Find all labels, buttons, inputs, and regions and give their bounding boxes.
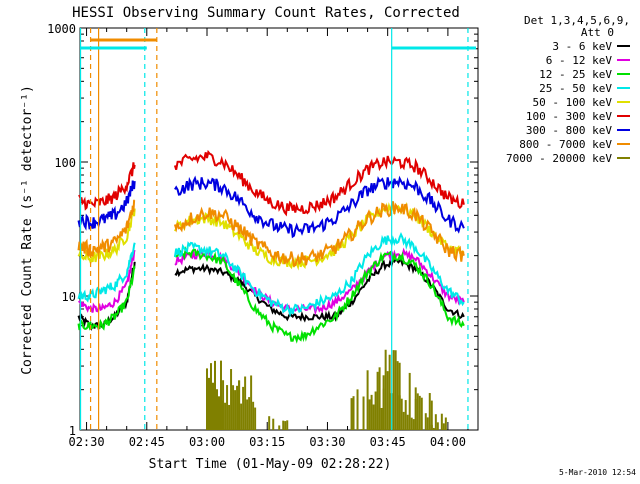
legend-title-line: Det 1,3,4,5,6,9,	[524, 14, 630, 27]
y-tick-label: 10	[62, 290, 76, 304]
footer-timestamp: 5-Mar-2010 12:54	[559, 468, 636, 477]
legend-label: 300 - 800 keV	[526, 124, 612, 137]
legend-label: 25 - 50 keV	[539, 82, 612, 95]
series-line-800-7000-kev	[173, 201, 465, 267]
x-tick-label: 03:00	[189, 435, 225, 449]
series-line-12-25-kev	[77, 264, 136, 331]
series-line-800-7000-kev	[77, 199, 136, 258]
x-axis-label: Start Time (01-May-09 02:28:22)	[149, 457, 392, 472]
x-tick-label: 03:15	[249, 435, 285, 449]
series-line-12-25-kev	[174, 246, 465, 344]
legend-title-line: Att 0	[581, 26, 614, 39]
y-axis-label: Corrected Count Rate (s⁻¹ detector⁻¹)	[20, 85, 35, 375]
x-tick-label: 02:45	[129, 435, 165, 449]
series-line-6-12-kev	[78, 249, 136, 313]
x-tick-label: 03:30	[309, 435, 345, 449]
legend-label: 12 - 25 keV	[539, 68, 612, 81]
x-tick-label: 04:00	[430, 435, 466, 449]
legend-label: 7000 - 20000 keV	[506, 152, 612, 165]
series-line-100-300-kev	[78, 162, 136, 211]
series-line-100-300-kev	[173, 149, 465, 217]
series-line-25-50-kev	[173, 231, 465, 318]
x-tick-label: 03:45	[370, 435, 406, 449]
series-line-3-6-kev	[174, 257, 465, 323]
legend-label: 800 - 7000 keV	[519, 138, 612, 151]
y-tick-label: 1000	[47, 22, 76, 36]
legend-label: 6 - 12 keV	[546, 54, 613, 67]
series-line-50-100-kev	[77, 208, 136, 266]
legend-label: 50 - 100 keV	[533, 96, 613, 109]
legend-label: 100 - 300 keV	[526, 110, 612, 123]
series-line-25-50-kev	[77, 242, 136, 303]
x-tick-label: 02:30	[68, 435, 104, 449]
series-line-300-800-kev	[174, 175, 465, 239]
plot-area: 1 10 100 1000 02:30 02:45 03:00 03:15 03:30 03:45…	[47, 22, 479, 449]
chart-title: HESSI Observing Summary Count Rates, Cor…	[72, 5, 460, 21]
legend-label: 3 - 6 keV	[552, 40, 612, 53]
series-line-300-800-kev	[77, 180, 136, 231]
y-tick-label: 100	[54, 156, 76, 170]
y-tick-label: 1	[69, 424, 76, 438]
